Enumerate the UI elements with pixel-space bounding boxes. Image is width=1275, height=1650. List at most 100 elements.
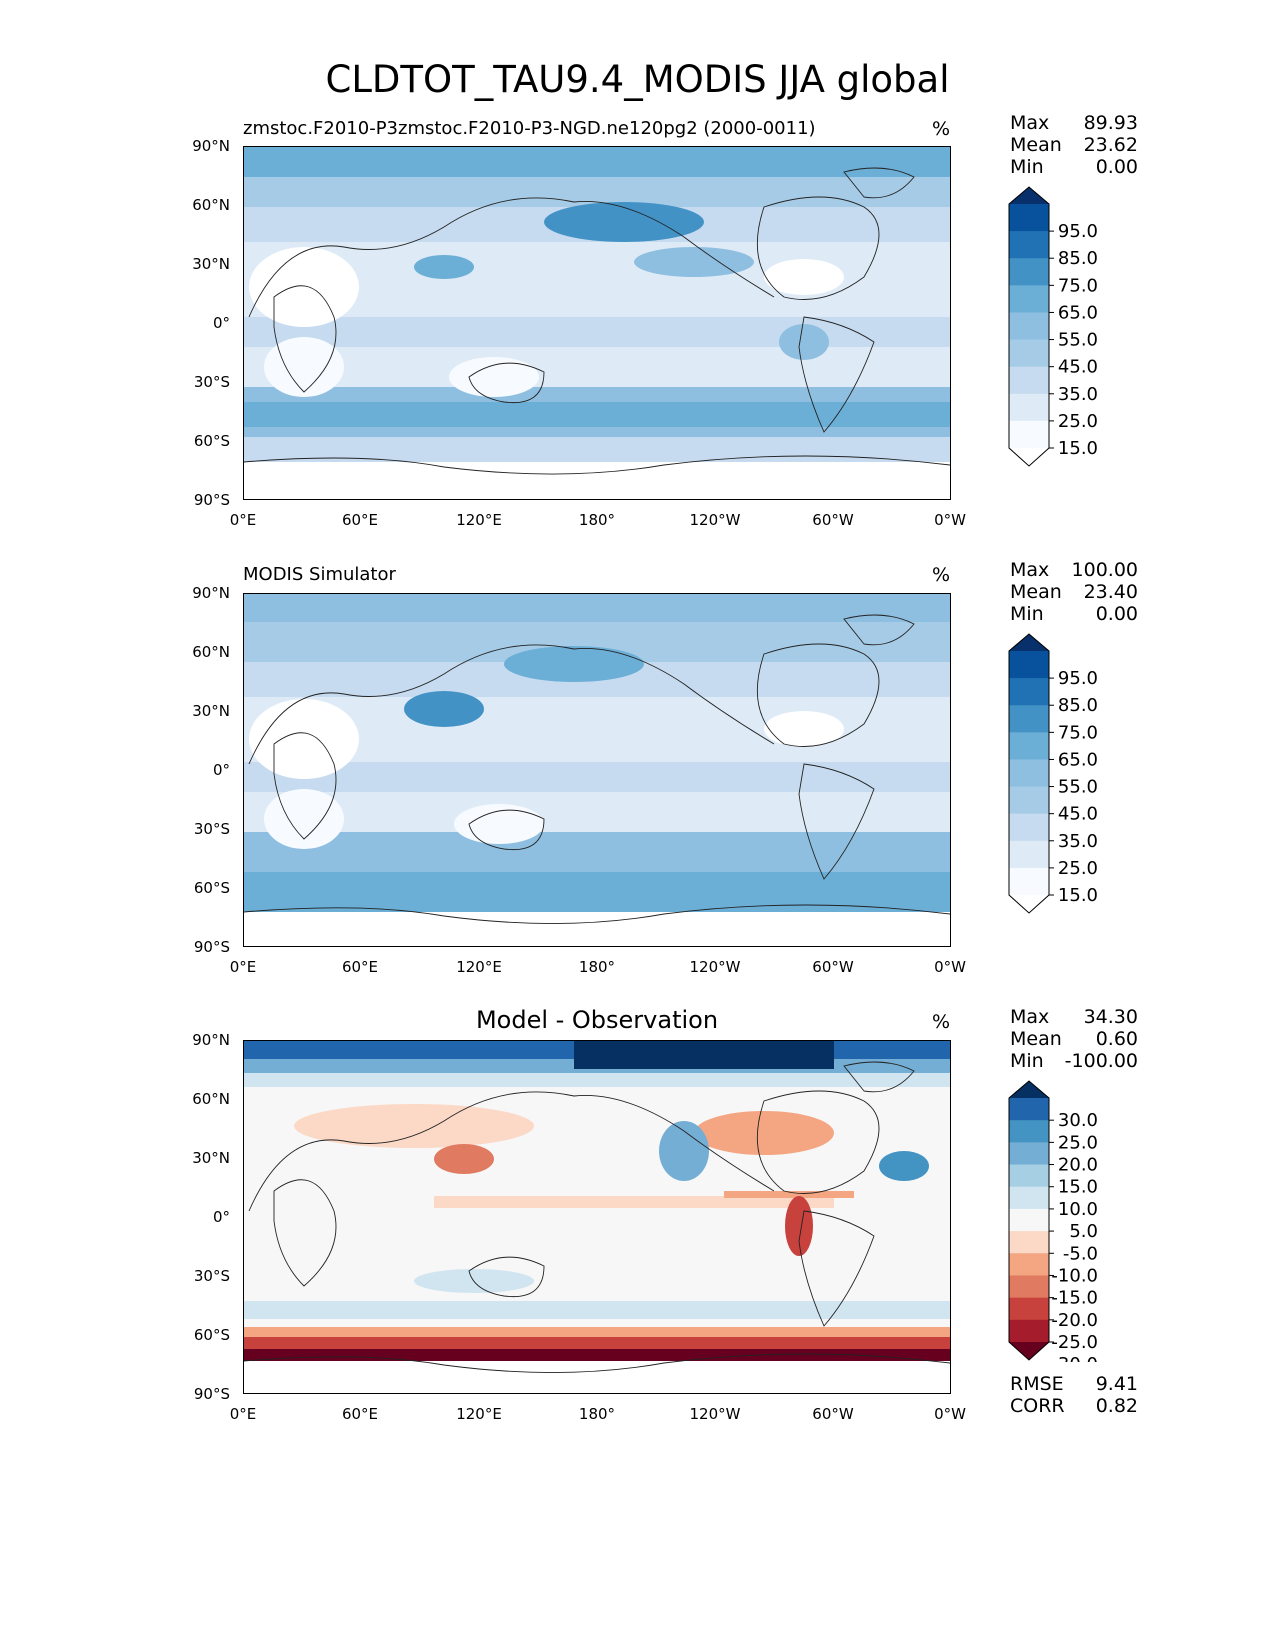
panel1-lon-label: 60°W [812,511,854,529]
colorbar-tick-label: 15.0 [1058,885,1098,906]
stat-value: 100.00 [1071,559,1138,581]
panel1-lat-label: 30°S [193,373,230,391]
panel3-field-plot [244,1041,950,1393]
panel3-lon-label: 180° [578,1405,616,1423]
stat-value: 23.62 [1083,134,1138,156]
colorbar-extend-min [1009,448,1049,466]
panel3-error-stats: RMSE 9.41 CORR 0.82 [1010,1373,1138,1417]
colorbar-segment [1009,1275,1049,1299]
panel1-lon-label: 0°W [934,511,966,529]
colorbar-tick-label: 85.0 [1058,695,1098,716]
panel3-center-title: Model - Observation [475,1006,719,1034]
panel2-unit: % [932,564,951,586]
colorbar-segment [1009,231,1049,259]
colorbar-tick-label: 75.0 [1058,722,1098,743]
colorbar-segment [1009,1186,1049,1210]
colorbar-segment [1009,312,1049,341]
panel3-lat-label: 30°S [193,1267,230,1285]
stat-label: Min [1010,156,1044,178]
stat-value: -100.00 [1064,1050,1138,1072]
stat-label: Min [1010,1050,1044,1072]
panel1-lat-label: 30°N [192,255,230,273]
panel3-stats: Max 34.30 Mean 0.60 Min -100.00 [1010,1006,1138,1072]
panel3-lat-label: 30°N [192,1149,230,1167]
colorbar-segment [1009,1208,1049,1232]
colorbar-svg: 95.0 85.0 75.0 65.0 55.0 45.0 35.0 25.0 15.0 5.0 [1008,186,1098,486]
colorbar-segment [1009,204,1049,232]
panel2-left-title: MODIS Simulator [243,564,396,585]
stat-label: Min [1010,603,1044,625]
colorbar-tick-label: 15.0 [1058,438,1098,459]
panel2-lat-label: 30°S [193,820,230,838]
colorbar-svg: 95.0 85.0 75.0 65.0 55.0 45.0 35.0 25.0 15.0 5.0 [1008,633,1098,933]
colorbar-segment [1009,678,1049,706]
panel3-lat-label: 90°N [192,1031,230,1049]
panel3-lon-label: 60°E [341,1405,379,1423]
colorbar-segment [1009,732,1049,760]
colorbar-tick-label: 45.0 [1058,804,1098,825]
stat-value: 0.82 [1095,1395,1138,1417]
colorbar-tick-label: 10.0 [1058,1199,1098,1220]
figure-title: CLDTOT_TAU9.4_MODIS JJA global [325,58,950,101]
colorbar-segment [1009,339,1049,368]
colorbar-extend-min [1009,1342,1049,1360]
colorbar-tick-label: 35.0 [1058,384,1098,405]
stat-label: Max [1010,559,1050,581]
colorbar-tick-label: 45.0 [1058,357,1098,378]
colorbar-segment [1009,285,1049,313]
stat-value: 89.93 [1083,112,1138,134]
colorbar-tick-label: 25.0 [1058,858,1098,879]
colorbar-segment [1009,786,1049,815]
colorbar-tick-label: 65.0 [1058,749,1098,770]
panel2-lon-label: 180° [578,958,616,976]
colorbar-segment [1009,759,1049,788]
stat-label: Mean [1010,134,1062,156]
colorbar-segment [1009,1120,1049,1143]
panel2-lon-label: 60°W [812,958,854,976]
colorbar-segment [1009,366,1049,395]
stat-label: Mean [1010,1028,1062,1050]
stat-value: 23.40 [1083,581,1138,603]
colorbar-tick-label: 85.0 [1058,248,1098,269]
panel2-lat-label: 60°S [193,879,230,897]
colorbar-tick-label: -10.0 [1051,1265,1098,1286]
panel2-lat-label: 60°N [192,643,230,661]
colorbar-segment [1009,1164,1049,1188]
colorbar-tick-label: 65.0 [1058,302,1098,323]
colorbar-tick-label: -15.0 [1051,1288,1098,1309]
colorbar-tick-label: 5.0 [1069,465,1098,468]
panel3-lon-label: 120°W [689,1405,741,1423]
colorbar-segment [1009,1297,1049,1321]
colorbar-tick-label: -20.0 [1051,1310,1098,1331]
colorbar-tick-label: 75.0 [1058,275,1098,296]
panel3-unit: % [932,1011,951,1033]
panel1-field-plot [244,147,950,499]
panel2-lat-label: 0° [212,761,230,779]
colorbar-tick-label: 35.0 [1058,831,1098,852]
panel1-lon-label: 60°E [341,511,379,529]
stat-value: 0.00 [1095,156,1138,178]
panel2-lat-label: 90°S [193,938,230,956]
panel1-lon-label: 0°E [229,511,257,529]
colorbar-segment [1009,420,1049,449]
panel1-unit: % [932,118,951,140]
colorbar-tick-label: -25.0 [1051,1332,1098,1353]
stat-label: Mean [1010,581,1062,603]
panel1-lat-label: 0° [212,314,230,332]
panel2-map [243,593,951,947]
panel2-lon-label: 120°E [456,958,502,976]
colorbar-tick-label: 55.0 [1058,777,1098,798]
stat-value: 0.60 [1095,1028,1138,1050]
panel3-lat-label: 0° [212,1208,230,1226]
colorbar-segment [1009,1231,1049,1254]
colorbar-tick-label: 95.0 [1058,668,1098,689]
colorbar-segment [1009,813,1049,842]
colorbar-tick-label: 95.0 [1058,221,1098,242]
colorbar-tick-label: 25.0 [1058,1132,1098,1153]
colorbar-tick-label: 30.0 [1058,1110,1098,1131]
panel2-field-plot [244,594,950,946]
colorbar-extend-max [1009,187,1049,204]
panel2-lon-label: 120°W [689,958,741,976]
panel1-lon-label: 120°E [456,511,502,529]
stat-label: RMSE [1010,1373,1064,1395]
